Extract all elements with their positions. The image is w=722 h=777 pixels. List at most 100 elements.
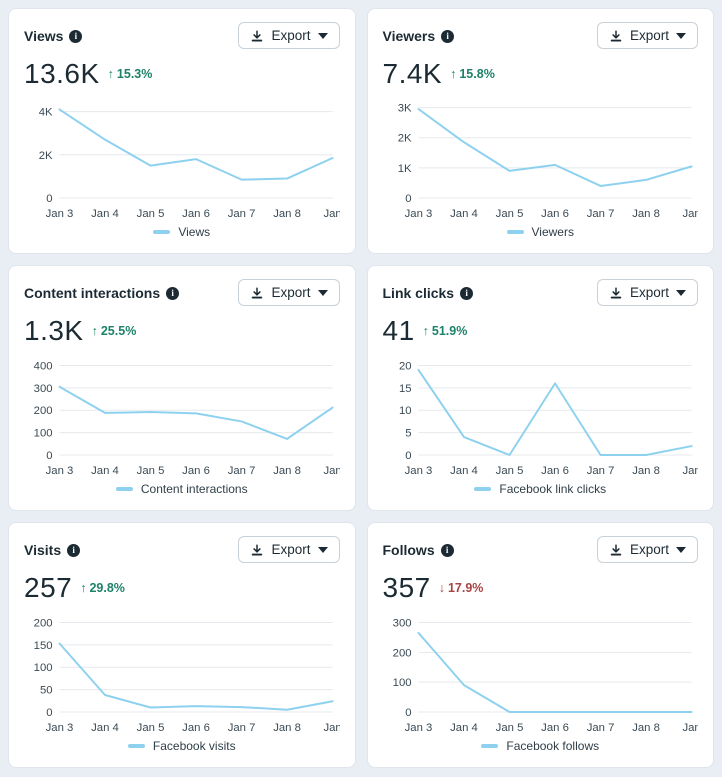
trend-arrow-icon: ↑ bbox=[80, 581, 87, 595]
svg-text:0: 0 bbox=[405, 707, 411, 719]
svg-text:Jan: Jan bbox=[323, 465, 339, 477]
line-chart-viewers: 0 1K 2K 3K Jan 3 Jan 4 Jan 5 Jan 6 Jan 7 Jan 8 Jan bbox=[397, 103, 698, 220]
metric-value: 357 bbox=[382, 572, 431, 603]
legend-label: Content interactions bbox=[140, 482, 248, 496]
svg-text:200: 200 bbox=[34, 405, 53, 417]
svg-text:Jan 5: Jan 5 bbox=[495, 208, 523, 220]
svg-text:Jan 5: Jan 5 bbox=[495, 465, 523, 477]
info-icon[interactable]: i bbox=[67, 543, 81, 557]
metric-delta: ↑ 15.3% bbox=[108, 67, 153, 81]
legend-line-icon bbox=[153, 230, 171, 234]
export-button[interactable]: Export bbox=[238, 279, 340, 306]
legend: Content interactions bbox=[24, 482, 340, 496]
svg-text:Jan 6: Jan 6 bbox=[182, 208, 210, 220]
line-chart-link-clicks: 0 5 10 15 20 Jan 3 Jan 4 Jan 5 Jan 6 Jan 7 Jan 8 Ja… bbox=[398, 360, 698, 477]
svg-text:Jan 5: Jan 5 bbox=[137, 722, 165, 734]
svg-text:Jan 4: Jan 4 bbox=[91, 465, 119, 477]
card-viewers: Viewers i Export 7.4K ↑ 15.8% 0 1K 2K 3K Jan… bbox=[366, 8, 714, 254]
card-header: Content interactions i Export bbox=[24, 279, 340, 306]
delta-percent: 15.8% bbox=[459, 67, 495, 81]
svg-text:0: 0 bbox=[46, 450, 52, 462]
legend-label: Views bbox=[178, 225, 211, 239]
svg-text:Jan 8: Jan 8 bbox=[273, 465, 301, 477]
svg-text:400: 400 bbox=[34, 360, 53, 372]
svg-text:100: 100 bbox=[34, 662, 53, 674]
metric: 7.4K ↑ 15.8% bbox=[383, 58, 699, 90]
svg-text:Jan 7: Jan 7 bbox=[228, 722, 256, 734]
card-title: Content interactions bbox=[24, 285, 161, 301]
delta-percent: 17.9% bbox=[447, 581, 484, 595]
legend-label: Facebook link clicks bbox=[499, 482, 607, 496]
export-button[interactable]: Export bbox=[238, 536, 340, 563]
svg-text:Jan 7: Jan 7 bbox=[586, 208, 614, 220]
svg-text:Jan 3: Jan 3 bbox=[46, 722, 74, 734]
svg-text:Jan 5: Jan 5 bbox=[137, 465, 165, 477]
card-header: Viewers i Export bbox=[383, 22, 698, 49]
delta-percent: 25.5% bbox=[100, 324, 137, 338]
svg-text:Jan 3: Jan 3 bbox=[46, 208, 74, 220]
svg-text:Jan 8: Jan 8 bbox=[273, 208, 301, 220]
download-icon bbox=[610, 286, 622, 298]
svg-text:0: 0 bbox=[46, 193, 52, 205]
svg-text:200: 200 bbox=[34, 617, 53, 629]
card-title: Follows bbox=[382, 542, 435, 558]
svg-text:50: 50 bbox=[40, 685, 53, 697]
svg-text:150: 150 bbox=[34, 640, 53, 652]
metric-value: 41 bbox=[382, 315, 415, 346]
svg-text:Jan 4: Jan 4 bbox=[91, 208, 119, 220]
svg-text:Jan 3: Jan 3 bbox=[404, 465, 432, 477]
svg-text:Jan 3: Jan 3 bbox=[46, 465, 74, 477]
export-label: Export bbox=[271, 542, 311, 557]
export-button[interactable]: Export bbox=[238, 22, 340, 49]
metric-delta: ↓ 17.9% bbox=[439, 581, 484, 595]
legend-line-icon bbox=[127, 744, 145, 748]
svg-text:Jan 4: Jan 4 bbox=[450, 208, 478, 220]
svg-text:Jan: Jan bbox=[323, 722, 339, 734]
card-header: Visits i Export bbox=[24, 536, 340, 563]
trend-arrow-icon: ↑ bbox=[91, 324, 98, 338]
svg-text:0: 0 bbox=[405, 450, 411, 462]
svg-text:Jan 7: Jan 7 bbox=[228, 465, 256, 477]
download-icon bbox=[252, 29, 263, 41]
card-header: Follows i Export bbox=[382, 536, 698, 563]
metric: 13.6K ↑ 15.3% bbox=[24, 58, 340, 90]
svg-text:Jan 4: Jan 4 bbox=[450, 722, 478, 734]
export-label: Export bbox=[629, 28, 669, 43]
svg-text:Jan: Jan bbox=[682, 722, 698, 734]
card-views: Views i Export 13.6K ↑ 15.3% 0 2K 4K Jan 3 J… bbox=[8, 8, 356, 254]
svg-text:Jan 6: Jan 6 bbox=[541, 208, 569, 220]
metric: 1.3K ↑ 25.5% bbox=[24, 315, 340, 347]
info-icon[interactable]: i bbox=[69, 29, 83, 43]
trend-arrow-icon: ↑ bbox=[107, 67, 114, 81]
line-chart-content-interactions: 0 100 200 300 400 Jan 3 Jan 4 Jan 5 Jan 6 Jan 7 Ja… bbox=[34, 360, 340, 477]
svg-text:300: 300 bbox=[392, 617, 411, 629]
svg-text:Jan 6: Jan 6 bbox=[541, 722, 569, 734]
legend-line-icon bbox=[474, 487, 492, 491]
legend: Facebook visits bbox=[24, 739, 340, 753]
svg-text:Jan 6: Jan 6 bbox=[182, 465, 210, 477]
svg-text:Jan 8: Jan 8 bbox=[632, 465, 660, 477]
card-title: Visits bbox=[24, 542, 62, 558]
svg-text:Jan 4: Jan 4 bbox=[450, 465, 478, 477]
line-chart-views: 0 2K 4K Jan 3 Jan 4 Jan 5 Jan 6 Jan 7 Jan 8 Jan bbox=[39, 106, 340, 220]
export-label: Export bbox=[271, 285, 311, 300]
metric-value: 13.6K bbox=[24, 58, 100, 89]
svg-text:Jan: Jan bbox=[682, 465, 698, 477]
export-button[interactable]: Export bbox=[596, 279, 698, 306]
info-icon[interactable]: i bbox=[166, 286, 180, 300]
svg-text:4K: 4K bbox=[39, 106, 53, 118]
svg-text:15: 15 bbox=[398, 383, 411, 395]
info-icon[interactable]: i bbox=[440, 543, 454, 557]
info-icon[interactable]: i bbox=[460, 286, 474, 300]
legend-label: Facebook follows bbox=[506, 739, 600, 753]
export-button[interactable]: Export bbox=[596, 22, 698, 49]
svg-text:1K: 1K bbox=[397, 163, 411, 175]
card-header: Link clicks i Export bbox=[383, 279, 698, 306]
chevron-down-icon bbox=[317, 32, 328, 39]
svg-text:Jan 7: Jan 7 bbox=[228, 208, 256, 220]
info-icon[interactable]: i bbox=[441, 29, 455, 43]
svg-text:100: 100 bbox=[34, 428, 53, 440]
export-button[interactable]: Export bbox=[596, 536, 698, 563]
chevron-down-icon bbox=[317, 289, 328, 296]
legend-line-icon bbox=[115, 487, 133, 491]
